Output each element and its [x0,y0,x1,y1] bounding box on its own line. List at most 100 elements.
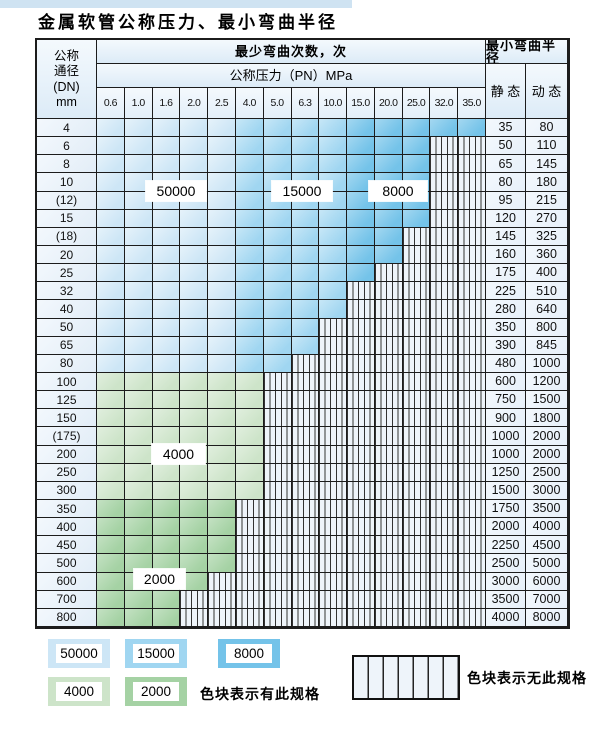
spec-available-cell [124,282,153,301]
dn-cell: 4 [37,119,97,138]
spec-available-cell [319,119,348,138]
table-header: 公称 通径 (DN) mm 最少弯曲次数，次 最小弯曲半径 公称压力（PN）MPa 静… [37,40,568,119]
dn-cell: 65 [37,336,97,355]
static-cell: 4000 [486,608,526,627]
spec-available-cell [180,572,209,591]
dn-cell: 400 [37,518,97,537]
spec-unavailable-cell [347,336,375,355]
spec-unavailable-cell [235,572,264,591]
pn-tick-cell: 0.6 [97,88,125,119]
spec-unavailable-cell [402,245,431,265]
spec-available-cell [208,209,236,228]
spec-available-cell [235,191,264,210]
spec-unavailable-cell [402,336,431,355]
spec-available-cell [263,227,292,246]
spec-available-cell [152,119,181,138]
spec-unavailable-cell [402,590,431,609]
spec-available-cell [208,463,236,482]
spec-unavailable-cell [402,409,431,428]
spec-unavailable-cell [402,354,431,373]
spec-unavailable-cell [458,590,486,609]
spec-available-cell [208,227,236,246]
spec-available-cell [124,119,153,138]
spec-available-cell [152,391,181,410]
spec-available-cell [97,354,125,373]
spec-available-cell [124,409,153,428]
static-cell: 280 [486,300,526,319]
spec-available-cell [180,155,209,174]
spec-unavailable-cell [319,518,348,537]
spec-available-cell [291,119,320,138]
spec-available-cell [97,173,125,192]
spec-available-cell [124,264,153,283]
legend-hatch-swatch [352,655,460,700]
static-cell: 35 [486,119,526,138]
spec-available-cell [263,318,292,337]
spec-unavailable-cell [347,499,375,519]
spec-available-cell [124,318,153,337]
spec-available-cell [235,372,264,392]
page-title: 金属软管公称压力、最小弯曲半径 [38,13,338,33]
spec-available-cell [235,300,264,319]
spec-available-cell [208,282,236,301]
dn-cell: 6 [37,137,97,156]
spec-available-cell [124,372,153,392]
dynamic-cell: 215 [526,191,568,210]
static-cell: 80 [486,173,526,192]
spec-available-cell [180,427,209,446]
spec-available-cell [97,245,125,265]
spec-unavailable-cell [430,372,459,392]
legend-swatch-2000: 2000 [125,677,187,706]
spec-unavailable-cell [374,590,403,609]
spec-available-cell [430,119,459,138]
spec-available-cell [347,227,375,246]
spec-unavailable-cell [180,590,209,609]
static-cell: 1750 [486,499,526,519]
legend-swatch-4000: 4000 [48,677,110,706]
spec-available-cell [124,427,153,446]
spec-available-cell [235,245,264,265]
spec-unavailable-cell [430,191,459,210]
spec-available-cell [152,608,181,627]
spec-available-cell [97,264,125,283]
dn-header-line: 通径 [53,64,79,78]
spec-available-cell [208,336,236,355]
dn-cell: (175) [37,427,97,446]
cycle-count-label: 4000 [152,444,205,464]
spec-available-cell [319,155,348,174]
pn-tick-cell: 2.0 [180,88,209,119]
spec-available-cell [235,264,264,283]
spec-unavailable-cell [374,499,403,519]
spec-unavailable-cell [458,481,486,500]
cycle-count-label: 8000 [369,181,427,201]
spec-available-cell [152,536,181,555]
spec-available-cell [97,318,125,337]
pn-tick-cell: 15.0 [347,88,375,119]
spec-unavailable-cell [263,499,292,519]
spec-unavailable-cell [347,518,375,537]
dynamic-cell: 8000 [526,608,568,627]
spec-available-cell [291,137,320,156]
spec-available-cell [124,336,153,355]
dn-header-line: mm [56,95,77,109]
spec-available-cell [180,282,209,301]
spec-unavailable-cell [402,608,431,627]
spec-available-cell [374,245,403,265]
spec-available-cell [152,463,181,482]
dn-cell: 80 [37,354,97,373]
spec-available-cell [180,227,209,246]
spec-available-cell [97,445,125,464]
spec-unavailable-cell [263,445,292,464]
spec-unavailable-cell [291,499,320,519]
spec-unavailable-cell [458,354,486,373]
dn-header-cell: 公称 通径 (DN) mm [37,40,97,119]
spec-available-cell [152,227,181,246]
spec-unavailable-cell [291,608,320,627]
spec-available-cell [291,282,320,301]
spec-unavailable-cell [208,590,236,609]
spec-unavailable-cell [291,572,320,591]
spec-available-cell [97,209,125,228]
spec-unavailable-cell [430,427,459,446]
dn-cell: 250 [37,463,97,482]
dn-cell: 450 [37,536,97,555]
